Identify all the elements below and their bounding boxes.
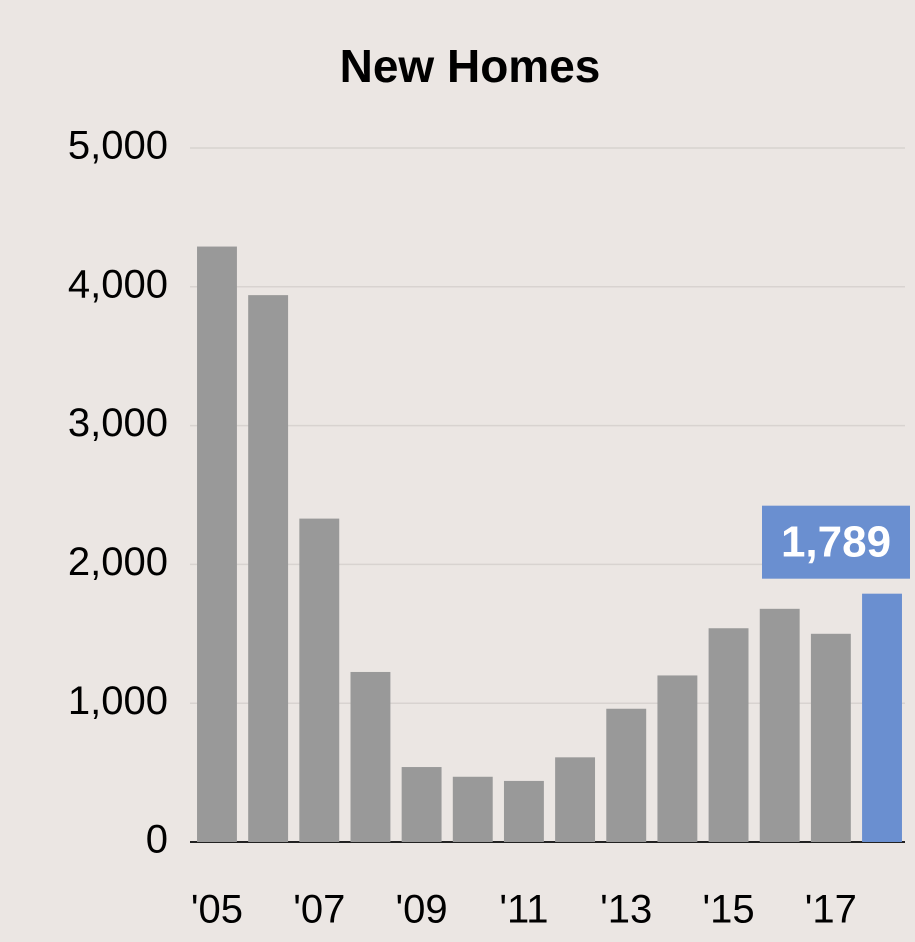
chart-title: New Homes <box>340 40 601 92</box>
x-tick-label: '13 <box>600 888 652 932</box>
bar <box>862 593 902 842</box>
bar <box>197 246 237 843</box>
y-tick-label: 2,000 <box>68 540 168 584</box>
x-tick-label: '11 <box>499 888 548 932</box>
x-tick-label: '09 <box>396 888 448 932</box>
x-tick-label: '17 <box>805 888 857 932</box>
bar <box>657 675 698 842</box>
bar <box>606 708 647 842</box>
x-tick-label: '05 <box>191 888 243 932</box>
bar <box>555 757 596 842</box>
value-label-box <box>762 505 910 579</box>
x-tick-label: '07 <box>293 888 345 932</box>
y-tick-label: 3,000 <box>68 401 168 445</box>
bar <box>248 295 289 842</box>
y-tick-label: 4,000 <box>68 262 168 306</box>
value-label: 1,789 <box>781 517 891 566</box>
bar <box>810 633 851 842</box>
bar <box>503 780 544 842</box>
bar <box>708 628 749 842</box>
bar <box>759 608 800 842</box>
bar <box>350 671 391 842</box>
y-tick-label: 5,000 <box>68 124 168 168</box>
bar <box>299 518 340 842</box>
x-tick-label: '15 <box>702 888 754 932</box>
y-tick-label: 1,000 <box>68 679 168 723</box>
bar <box>452 776 493 842</box>
bar <box>401 767 442 842</box>
y-tick-label: 0 <box>146 818 168 862</box>
